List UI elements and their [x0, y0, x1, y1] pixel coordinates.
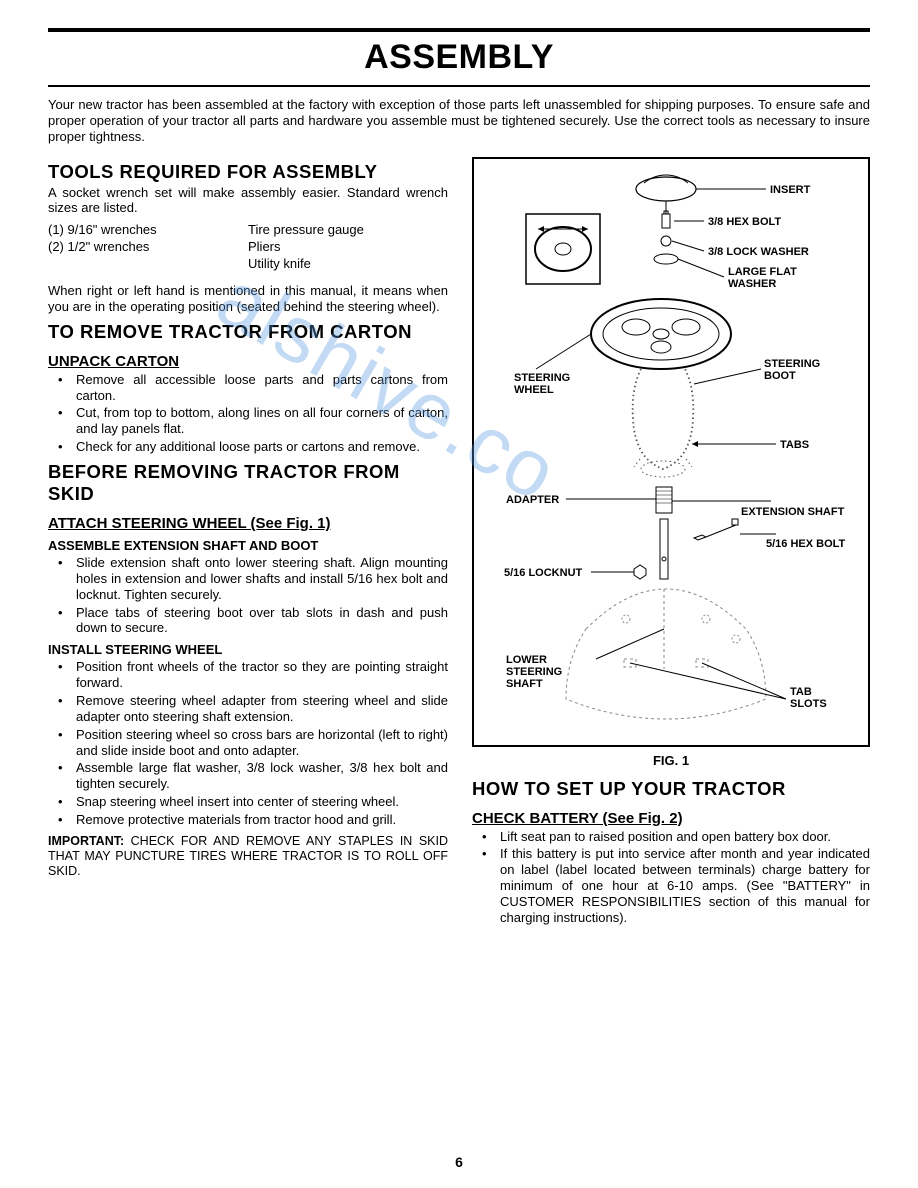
list-item: Snap steering wheel insert into center o…	[48, 794, 448, 810]
unpack-list: Remove all accessible loose parts and pa…	[48, 372, 448, 455]
label-lower1: LOWER	[506, 654, 547, 666]
list-item: Slide extension shaft onto lower steerin…	[48, 555, 448, 603]
assemble-sub: ASSEMBLE EXTENSION SHAFT AND BOOT	[48, 538, 448, 553]
important-note: IMPORTANT: CHECK FOR AND REMOVE ANY STAP…	[48, 834, 448, 879]
tool-item: Utility knife	[248, 256, 448, 273]
page-number: 6	[0, 1154, 918, 1170]
label-flatwasher2: WASHER	[728, 278, 776, 290]
list-item: Place tabs of steering boot over tab slo…	[48, 605, 448, 637]
list-item: Assemble large flat washer, 3/8 lock was…	[48, 760, 448, 792]
label-adapter: ADAPTER	[506, 494, 559, 506]
list-item: Cut, from top to bottom, along lines on …	[48, 405, 448, 437]
label-boot1: STEERING	[764, 358, 820, 370]
label-boot2: BOOT	[764, 370, 796, 382]
list-item: Remove protective materials from tractor…	[48, 812, 448, 828]
important-label: IMPORTANT:	[48, 834, 124, 848]
fig-caption: FIG. 1	[472, 753, 870, 768]
list-item: Position steering wheel so cross bars ar…	[48, 727, 448, 759]
tools-left-col: (1) 9/16" wrenches (2) 1/2" wrenches	[48, 222, 248, 273]
left-column: TOOLS REQUIRED FOR ASSEMBLY A socket wre…	[48, 155, 448, 932]
title-underline	[48, 85, 870, 87]
label-steering-wheel1: STEERING	[514, 372, 570, 384]
tool-item: Tire pressure gauge	[248, 222, 448, 239]
right-column: INSERT 3/8 HEX BOLT 3/8 LOCK WASHE	[472, 155, 870, 932]
label-flatwasher1: LARGE FLAT	[728, 266, 797, 278]
remove-heading: TO REMOVE TRACTOR FROM CARTON	[48, 321, 448, 343]
label-tabslots1: TAB	[790, 686, 812, 698]
columns: TOOLS REQUIRED FOR ASSEMBLY A socket wre…	[48, 155, 870, 932]
label-tabs: TABS	[780, 439, 809, 451]
attach-heading: ATTACH STEERING WHEEL (See Fig. 1)	[48, 515, 448, 532]
tool-item: (1) 9/16" wrenches	[48, 222, 248, 239]
battery-list: Lift seat pan to raised position and ope…	[472, 829, 870, 926]
unpack-heading: UNPACK CARTON	[48, 353, 448, 370]
install-list: Position front wheels of the tractor so …	[48, 659, 448, 828]
tools-grid: (1) 9/16" wrenches (2) 1/2" wrenches Tir…	[48, 222, 448, 273]
tools-intro: A socket wrench set will make assembly e…	[48, 185, 448, 217]
list-item: Check for any additional loose parts or …	[48, 439, 448, 455]
label-lock38: 3/8 LOCK WASHER	[708, 246, 809, 258]
install-sub: INSTALL STEERING WHEEL	[48, 642, 448, 657]
label-steering-wheel2: WHEEL	[514, 384, 554, 396]
before-heading: BEFORE REMOVING TRACTOR FROM SKID	[48, 461, 448, 505]
label-hex516: 5/16 HEX BOLT	[766, 538, 846, 550]
tool-item: (2) 1/2" wrenches	[48, 239, 248, 256]
label-ext: EXTENSION SHAFT	[741, 506, 845, 518]
label-locknut: 5/16 LOCKNUT	[504, 567, 583, 579]
figure-1: INSERT 3/8 HEX BOLT 3/8 LOCK WASHE	[472, 157, 870, 747]
assemble-list: Slide extension shaft onto lower steerin…	[48, 555, 448, 636]
list-item: If this battery is put into service afte…	[472, 846, 870, 925]
tools-right-col: Tire pressure gauge Pliers Utility knife	[248, 222, 448, 273]
list-item: Position front wheels of the tractor so …	[48, 659, 448, 691]
orientation-note: When right or left hand is mentioned in …	[48, 283, 448, 315]
figure-svg: INSERT 3/8 HEX BOLT 3/8 LOCK WASHE	[474, 159, 868, 745]
label-lower2: STEERING	[506, 666, 562, 678]
tools-heading: TOOLS REQUIRED FOR ASSEMBLY	[48, 161, 448, 183]
label-insert: INSERT	[770, 184, 811, 196]
intro-text: Your new tractor has been assembled at t…	[48, 97, 870, 145]
setup-heading: HOW TO SET UP YOUR TRACTOR	[472, 778, 870, 800]
list-item: Lift seat pan to raised position and ope…	[472, 829, 870, 845]
list-item: Remove all accessible loose parts and pa…	[48, 372, 448, 404]
page: ASSEMBLY Your new tractor has been assem…	[0, 0, 918, 1188]
list-item: Remove steering wheel adapter from steer…	[48, 693, 448, 725]
label-hex38: 3/8 HEX BOLT	[708, 216, 781, 228]
tool-item: Pliers	[248, 239, 448, 256]
page-title: ASSEMBLY	[48, 38, 870, 77]
battery-heading: CHECK BATTERY (See Fig. 2)	[472, 810, 870, 827]
top-rule	[48, 28, 870, 32]
label-tabslots2: SLOTS	[790, 698, 827, 710]
label-lower3: SHAFT	[506, 678, 543, 690]
